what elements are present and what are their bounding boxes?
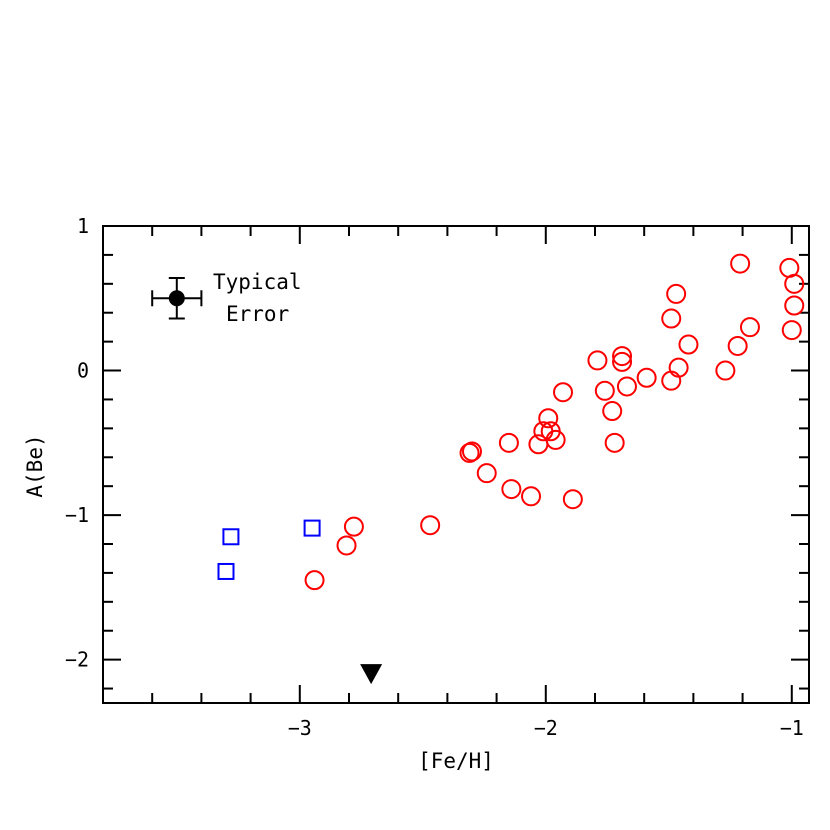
red-circle-point <box>562 489 583 510</box>
legend-marker <box>168 290 185 307</box>
x-tick-label: −3 <box>288 716 312 740</box>
red-circle-point <box>420 515 441 536</box>
y-axis-label: A(Be) <box>23 434 47 497</box>
typical-error-legend: Typical Error <box>151 270 302 326</box>
legend-text-line1: Typical <box>213 270 302 294</box>
red-circle-point <box>553 382 574 403</box>
red-circle-point <box>730 253 751 274</box>
red-circle-point <box>587 350 608 371</box>
y-tick-label: 1 <box>77 214 89 238</box>
blue-square-point <box>217 562 235 580</box>
x-tick-label: −1 <box>780 716 804 740</box>
red-circle-point <box>459 442 480 463</box>
plot-frame <box>102 225 810 704</box>
red-circle-point <box>538 408 559 429</box>
x-tick-label: −2 <box>534 716 558 740</box>
red-circle-point <box>501 479 522 500</box>
red-circle-point <box>781 320 802 341</box>
red-circle-point <box>612 351 633 372</box>
red-circle-point <box>594 380 615 401</box>
legend-errorbar-caps <box>151 277 203 320</box>
blue-square-point <box>222 528 240 546</box>
upper-limit-triangle <box>360 664 383 685</box>
red-circle-point <box>661 308 682 329</box>
red-circle-point <box>616 376 637 397</box>
x-axis-label: [Fe/H] <box>418 749 494 773</box>
red-circle-point <box>545 429 566 450</box>
tick-labels: −3 −2 −1 1 0 −1 −2 <box>65 214 804 740</box>
y-tick-label: −1 <box>65 503 89 527</box>
red-circle-point <box>612 346 633 367</box>
data-points <box>217 253 805 685</box>
red-circle-point <box>636 367 657 388</box>
blue-square-point <box>303 519 321 537</box>
red-circle-point <box>304 570 325 591</box>
red-circle-point <box>666 283 687 304</box>
red-circle-point <box>602 401 623 422</box>
red-circle-point <box>727 335 748 356</box>
axis-ticks <box>103 225 809 703</box>
red-circle-point <box>461 441 482 462</box>
red-circle-point <box>668 357 689 378</box>
red-circle-point <box>521 486 542 507</box>
y-tick-label: 0 <box>77 359 89 383</box>
red-circle-point <box>784 273 805 294</box>
red-circle-point <box>343 516 364 537</box>
red-circle-point <box>476 463 497 484</box>
legend-text-line2: Error <box>226 302 289 326</box>
red-circle-point <box>715 360 736 381</box>
red-circle-point <box>678 334 699 355</box>
red-circle-point <box>604 432 625 453</box>
red-circle-point <box>498 432 519 453</box>
y-tick-label: −2 <box>65 648 89 672</box>
red-circle-point <box>784 295 805 316</box>
red-circle-point <box>739 317 760 338</box>
red-circle-point <box>336 535 357 556</box>
